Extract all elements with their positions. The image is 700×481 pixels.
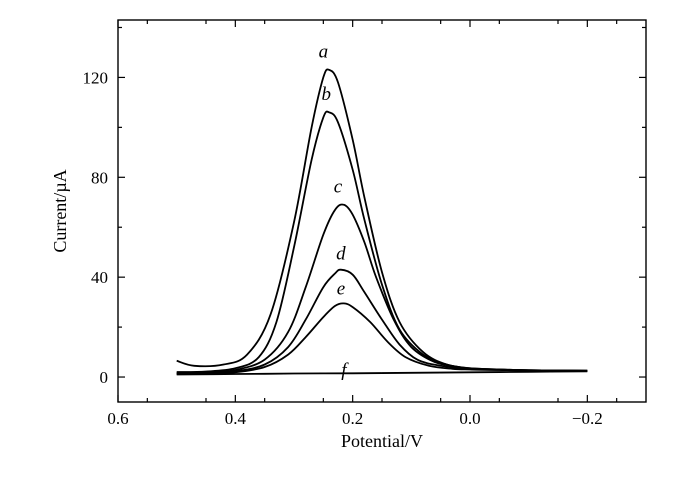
curve-a xyxy=(176,68,588,372)
y-axis-label: Current/µA xyxy=(50,169,70,252)
curve-label-d: d xyxy=(336,244,346,265)
curve-label-f: f xyxy=(341,360,349,381)
y-tick-label: 40 xyxy=(91,268,108,287)
tick-labels-layer: 0.6 0.4 0.2 0.0 −0.2 0 40 80 120 xyxy=(83,68,603,428)
x-tick-label: 0.0 xyxy=(459,409,480,428)
y-tick-label: 0 xyxy=(100,368,109,387)
x-tick-label: 0.2 xyxy=(342,409,363,428)
curves-layer xyxy=(176,68,588,376)
curve-c xyxy=(176,203,588,375)
ticks-layer xyxy=(117,20,646,402)
curve-f xyxy=(176,370,588,376)
curve-b xyxy=(176,110,588,373)
x-tick-label: −0.2 xyxy=(572,409,603,428)
curve-label-a: a xyxy=(319,41,329,62)
x-axis-label: Potential/V xyxy=(341,431,423,451)
x-tick-label: 0.6 xyxy=(107,409,128,428)
plot-frame xyxy=(117,19,647,403)
curve-label-e: e xyxy=(337,279,345,300)
curve-labels-layer: a b c de f xyxy=(319,41,350,380)
y-tick-label: 120 xyxy=(83,68,109,87)
curve-label-c: c xyxy=(334,176,343,197)
curve-e xyxy=(176,302,588,375)
y-tick-label: 80 xyxy=(91,168,108,187)
x-tick-label: 0.4 xyxy=(225,409,247,428)
curve-label-b: b xyxy=(322,84,332,105)
